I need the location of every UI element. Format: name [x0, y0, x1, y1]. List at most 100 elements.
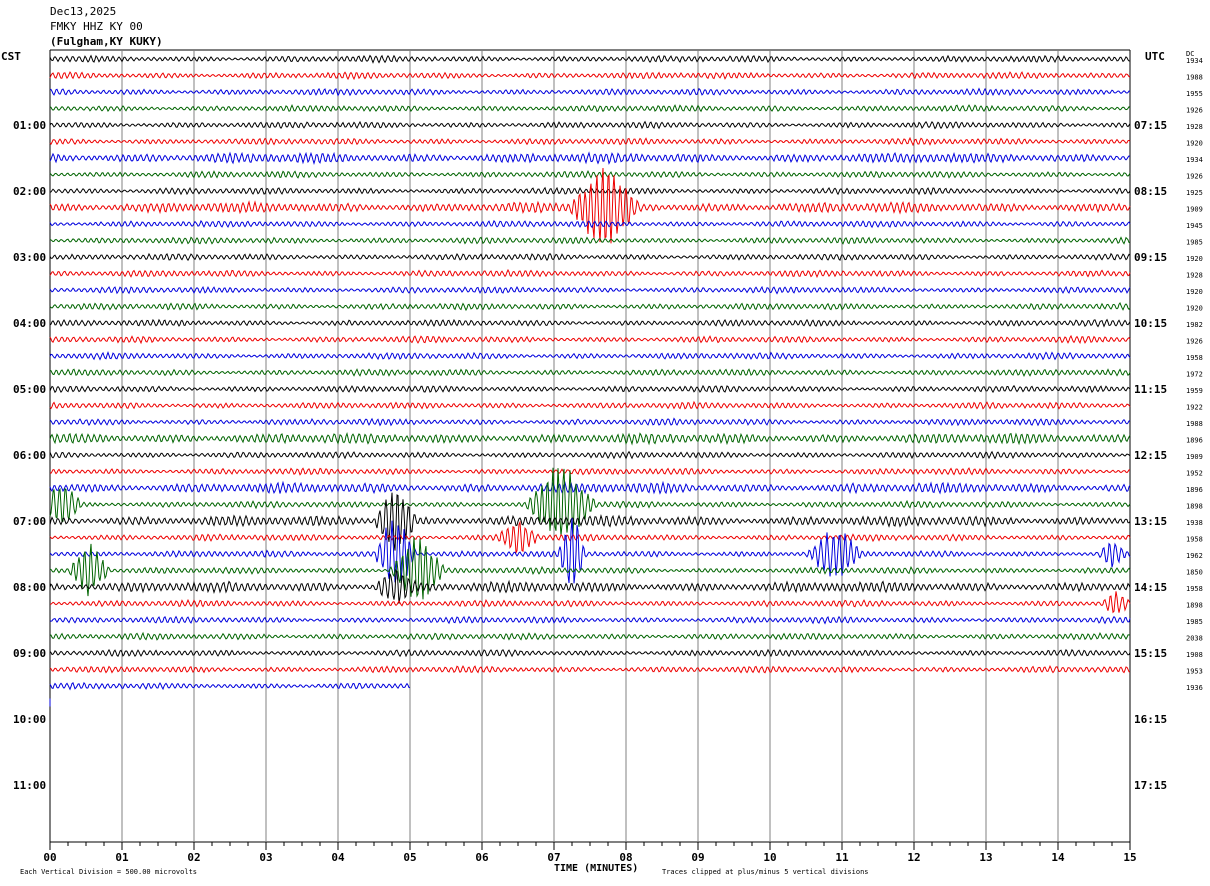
dc-offset-label: 1898	[1186, 602, 1203, 610]
dc-offset-label: 1982	[1186, 321, 1203, 329]
seismic-trace-row	[49, 665, 1131, 674]
cst-hour-label: 04:00	[13, 317, 46, 330]
dc-offset-label: 1962	[1186, 552, 1203, 560]
seismic-trace-row	[49, 268, 1131, 279]
utc-hour-label: 13:15	[1134, 515, 1167, 528]
cst-hour-label: 06:00	[13, 449, 46, 462]
seismic-trace-row	[49, 568, 1131, 604]
seismic-trace-row	[49, 87, 1131, 97]
dc-offset-label: 1938	[1186, 519, 1203, 527]
seismic-trace-row	[49, 681, 411, 691]
utc-hour-label: 15:15	[1134, 647, 1167, 660]
cst-hour-label: 03:00	[13, 251, 46, 264]
x-tick-label: 05	[403, 851, 416, 864]
seismic-trace-row	[49, 368, 1131, 377]
seismic-trace-row	[49, 351, 1131, 361]
seismic-trace-row	[49, 492, 1131, 551]
cst-hour-label: 05:00	[13, 383, 46, 396]
dc-offset-label: 1985	[1186, 239, 1203, 247]
scale-note: Each Vertical Division = 500.00 microvol…	[20, 868, 198, 876]
x-axis-title: TIME (MINUTES)	[554, 863, 639, 874]
cst-hour-label: 10:00	[13, 713, 46, 726]
x-tick-label: 06	[475, 851, 489, 864]
seismic-trace-row	[49, 170, 1131, 179]
seismic-trace-row	[49, 417, 1131, 427]
dc-offset-label: 1925	[1186, 189, 1203, 197]
seismic-trace-row	[49, 120, 1131, 130]
time-grid	[49, 49, 1131, 850]
seismic-trace-row	[49, 236, 1131, 245]
seismic-trace-row	[49, 467, 1131, 536]
seismic-trace-row	[49, 384, 1131, 394]
seismic-trace-row	[49, 631, 1131, 641]
clip-note: Traces clipped at plus/minus 5 vertical …	[662, 868, 869, 876]
utc-hour-label: 10:15	[1134, 317, 1167, 330]
x-tick-label: 11	[835, 851, 849, 864]
seismic-trace-row	[49, 591, 1131, 614]
utc-hour-label: 17:15	[1134, 779, 1167, 792]
utc-hour-label: 09:15	[1134, 251, 1167, 264]
dc-offset-label: 1988	[1186, 420, 1203, 428]
axis-labels: 00 01 02 03 04 05 06 07 08 09 10 11 12 13 14 15 01:00 07:…	[13, 57, 1203, 864]
location-label: (Fulgham,KY KUKY)	[50, 35, 163, 48]
x-tick-label: 02	[187, 851, 200, 864]
x-tick-label: 15	[1123, 851, 1136, 864]
dc-offset-label: 1909	[1186, 453, 1203, 461]
dc-offset-label: 1926	[1186, 107, 1203, 115]
dc-offset-label: 1898	[1186, 503, 1203, 511]
dc-offset-label: 1920	[1186, 288, 1203, 296]
x-tick-label: 01	[115, 851, 129, 864]
x-tick-label: 08	[619, 851, 632, 864]
right-timezone-label: UTC	[1145, 50, 1165, 63]
seismic-trace-row	[49, 54, 1131, 64]
seismic-trace-row	[49, 520, 1131, 555]
seismic-trace-row	[49, 431, 1131, 446]
seismic-trace-row	[49, 334, 1131, 345]
seismic-trace-row	[49, 450, 1131, 460]
seismic-trace-row	[49, 136, 1131, 147]
dc-offset-label: 1952	[1186, 470, 1203, 478]
dc-offset-label: 1959	[1186, 387, 1203, 395]
seismic-trace-row	[49, 252, 1131, 262]
dc-offset-label: 1955	[1186, 90, 1203, 98]
dc-offset-label: 1909	[1186, 206, 1203, 214]
dc-offset-label: 1920	[1186, 305, 1203, 313]
dc-offset-label: 1934	[1186, 156, 1203, 164]
dc-offset-label: 1985	[1186, 618, 1203, 626]
x-tick-label: 07	[547, 851, 560, 864]
utc-hour-label: 16:15	[1134, 713, 1167, 726]
seismic-trace-row	[49, 615, 1131, 625]
dc-offset-label: 1908	[1186, 651, 1203, 659]
seismic-trace-row	[49, 400, 1131, 410]
cst-hour-label: 07:00	[13, 515, 46, 528]
cst-hour-label: 02:00	[13, 185, 46, 198]
seismic-trace-row	[49, 219, 1131, 229]
utc-hour-label: 07:15	[1134, 119, 1167, 132]
utc-hour-label: 14:15	[1134, 581, 1167, 594]
seismic-trace-row	[49, 104, 1131, 113]
seismic-trace-row	[49, 167, 1131, 244]
seismic-trace-row	[49, 151, 1131, 166]
seismic-trace-row	[49, 648, 1131, 658]
dc-offset-label: 1928	[1186, 123, 1203, 131]
seismic-trace-row	[49, 537, 1131, 600]
seismic-traces	[49, 54, 1131, 707]
cst-hour-label: 09:00	[13, 647, 46, 660]
station-label: FMKY HHZ KY 00	[50, 20, 143, 33]
dc-offset-label: 1920	[1186, 255, 1203, 263]
dc-offset-label: 1945	[1186, 222, 1203, 230]
dc-offset-label: 2038	[1186, 635, 1203, 643]
dc-column-header: DC	[1186, 50, 1195, 58]
x-tick-label: 04	[331, 851, 345, 864]
seismic-trace-row	[49, 518, 1131, 584]
dc-offset-label: 1958	[1186, 354, 1203, 362]
left-timezone-label: CST	[1, 50, 21, 63]
date-label: Dec13,2025	[50, 5, 117, 18]
dc-offset-label: 1926	[1186, 173, 1203, 181]
x-tick-label: 03	[259, 851, 272, 864]
dc-offset-label: 1936	[1186, 684, 1203, 692]
x-tick-label: 13	[979, 851, 992, 864]
utc-hour-label: 11:15	[1134, 383, 1167, 396]
dc-offset-label: 1896	[1186, 486, 1203, 494]
